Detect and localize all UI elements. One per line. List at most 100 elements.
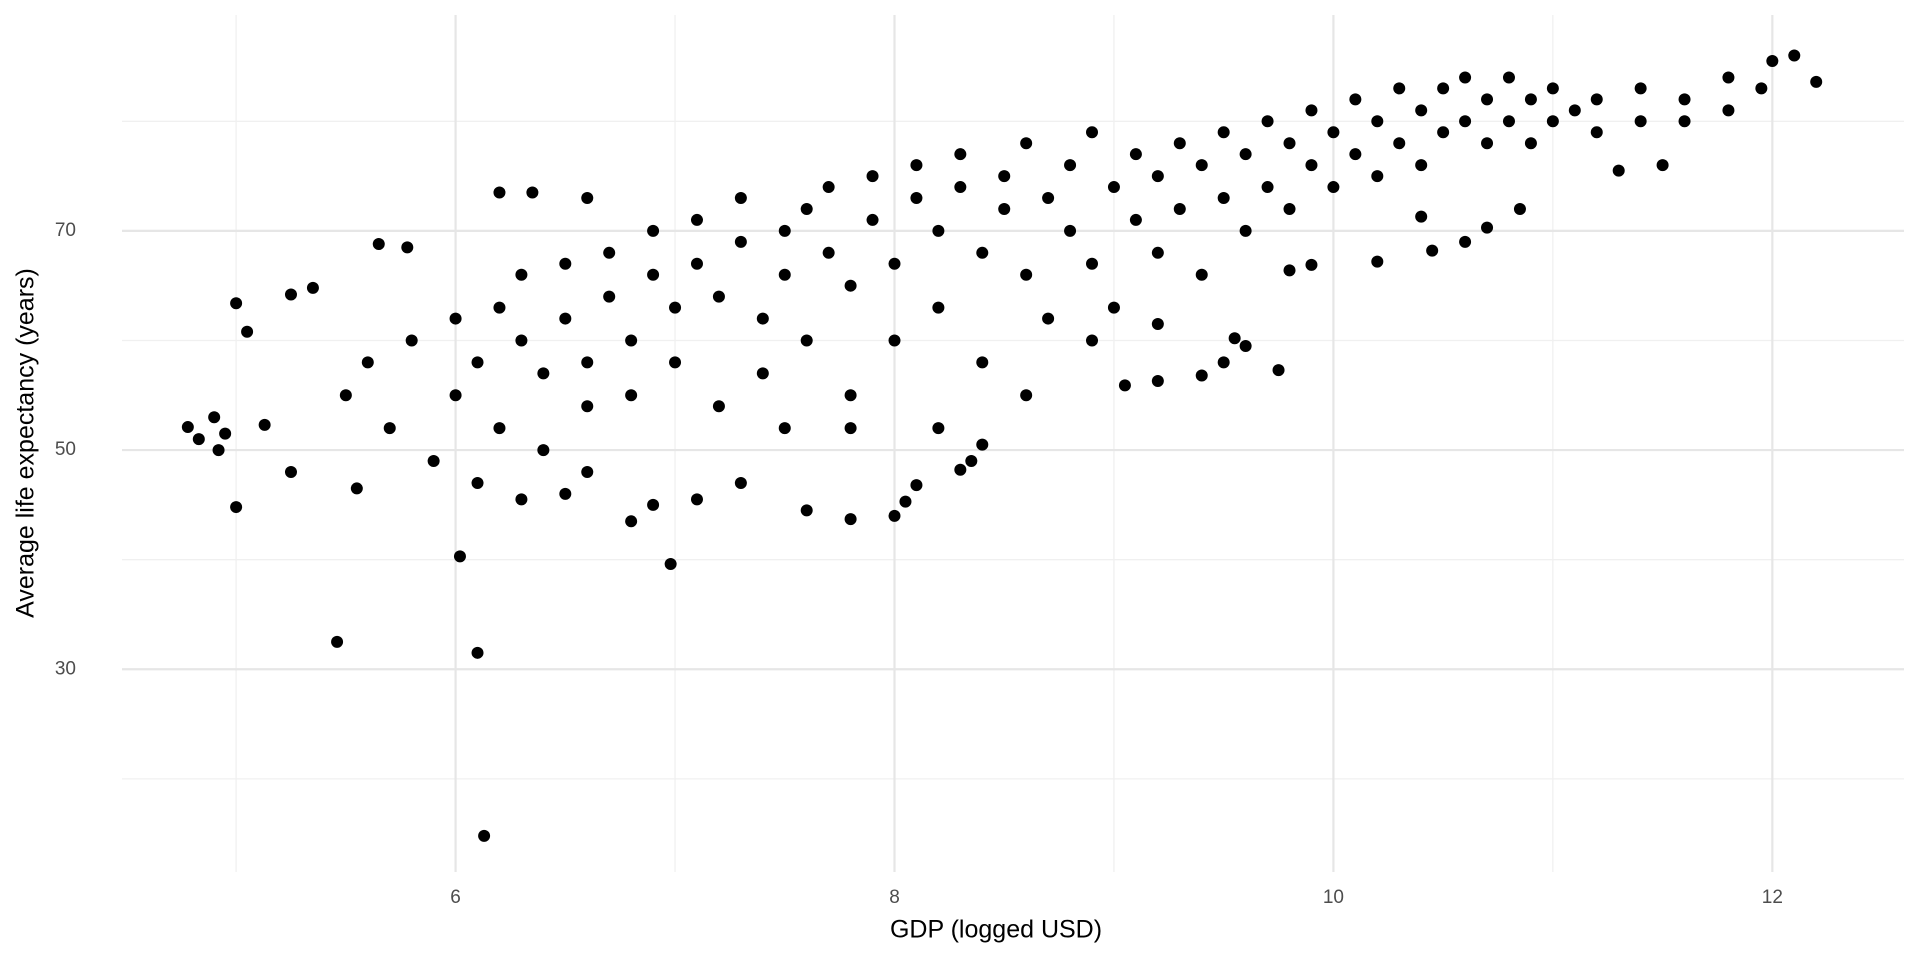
point [1634, 82, 1647, 95]
point [954, 181, 967, 194]
point [1590, 126, 1603, 139]
point [1546, 82, 1559, 95]
point [581, 192, 594, 205]
point [1086, 257, 1099, 270]
point [669, 356, 682, 369]
point [954, 463, 967, 476]
point [192, 433, 205, 446]
point [1195, 159, 1208, 172]
point [844, 279, 857, 292]
point [181, 421, 194, 434]
point [1788, 49, 1801, 62]
point [1173, 202, 1186, 215]
point [888, 257, 901, 270]
point [471, 356, 484, 369]
point [1481, 221, 1494, 234]
point [1042, 192, 1055, 205]
point [1239, 148, 1252, 161]
x-tick-label: 6 [450, 887, 461, 908]
point [453, 550, 466, 563]
point [669, 301, 682, 314]
point [734, 476, 747, 489]
point [339, 389, 352, 402]
point [1678, 93, 1691, 106]
point [1349, 93, 1362, 106]
y-axis-title: Average life expectancy (years) [12, 268, 40, 618]
x-tick-label: 8 [889, 887, 900, 908]
point [625, 389, 638, 402]
point [734, 192, 747, 205]
point [1107, 301, 1120, 314]
point [208, 411, 221, 424]
point [493, 422, 506, 435]
point [284, 465, 297, 478]
point [1393, 82, 1406, 95]
point [1129, 148, 1142, 161]
point [647, 268, 660, 281]
point [1766, 55, 1779, 68]
point [1239, 224, 1252, 237]
point [1656, 159, 1669, 172]
point [899, 495, 912, 508]
point [1612, 164, 1625, 177]
point [1481, 93, 1494, 106]
point [1217, 126, 1230, 139]
point [471, 646, 484, 659]
point [1459, 115, 1472, 128]
point [998, 170, 1011, 183]
point [1305, 159, 1318, 172]
point [1118, 379, 1131, 392]
y-tick-label: 30 [55, 658, 76, 679]
point [690, 257, 703, 270]
point [664, 558, 677, 571]
point [581, 400, 594, 413]
point [1305, 258, 1318, 271]
point [1513, 202, 1526, 215]
point [1064, 224, 1077, 237]
point [910, 479, 923, 492]
point [1327, 126, 1340, 139]
point [800, 202, 813, 215]
point [405, 334, 418, 347]
point [976, 438, 989, 451]
point [526, 186, 539, 199]
point [888, 334, 901, 347]
point [734, 235, 747, 248]
point [493, 301, 506, 314]
point [1042, 312, 1055, 325]
point [800, 504, 813, 517]
y-tick-label: 70 [55, 220, 76, 241]
point [1393, 137, 1406, 150]
point [350, 482, 363, 495]
point [1272, 364, 1285, 377]
point [1195, 268, 1208, 281]
point [1020, 389, 1033, 402]
point [1437, 126, 1450, 139]
point [756, 367, 769, 380]
point [258, 418, 271, 431]
point [230, 297, 243, 310]
point [756, 312, 769, 325]
point [910, 159, 923, 172]
point [800, 334, 813, 347]
point [603, 290, 616, 303]
point [372, 238, 385, 251]
point [998, 202, 1011, 215]
point [1722, 104, 1735, 117]
point [1415, 104, 1428, 117]
point [361, 356, 374, 369]
point [1217, 356, 1230, 369]
point [1020, 137, 1033, 150]
point [844, 513, 857, 526]
point [471, 476, 484, 489]
point [1371, 255, 1384, 268]
point [581, 356, 594, 369]
point [844, 422, 857, 435]
point [603, 246, 616, 259]
point [1415, 159, 1428, 172]
point [822, 246, 835, 259]
point [690, 493, 703, 506]
point [427, 455, 440, 468]
x-tick-label: 12 [1762, 887, 1783, 908]
